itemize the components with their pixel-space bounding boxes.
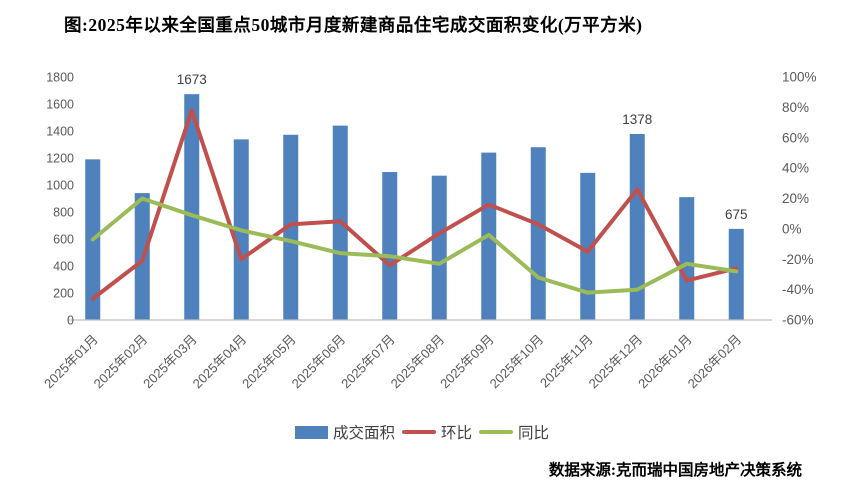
line-yoy: [90, 196, 739, 295]
right-axis-tick: 80%: [782, 100, 809, 115]
mom-series-swatch: [401, 430, 436, 434]
legend-label-area: 成交面积: [332, 425, 395, 442]
y-axis-tick: 800: [53, 206, 74, 220]
right-axis-tick: -40%: [782, 282, 814, 297]
y-axis-tick: 1200: [46, 152, 74, 166]
legend-item-yoy: 同比: [479, 421, 549, 443]
y-axis-tick: 1400: [46, 125, 74, 139]
bar-2025年03月: [184, 94, 200, 321]
bar-2025年08月: [431, 175, 447, 320]
line-mom: [90, 108, 739, 301]
right-axis-tick: 0%: [782, 221, 802, 236]
legend-item-mom: 环比: [401, 421, 472, 443]
legend-item-area: 成交面积: [294, 421, 395, 443]
area-series-swatch: [294, 425, 328, 439]
y-axis-tick: 1800: [46, 71, 74, 85]
right-axis-tick: 100%: [782, 70, 817, 85]
combo-chart: 1673 1378 675 1800 1600 1400 1200 1000 800 600 400…: [41, 70, 817, 392]
y-axis-tick: 0: [67, 314, 74, 328]
bar-2025年10月: [530, 147, 546, 320]
bar-2026年01月: [679, 197, 695, 320]
y-axis-tick: 400: [53, 260, 74, 274]
bar-2025年07月: [382, 172, 398, 320]
y-axis-tick: 600: [53, 233, 74, 247]
legend-label-yoy: 同比: [518, 425, 550, 442]
chart-title: 图:2025年以来全国重点50城市月度新建商品住宅成交面积变化(万平方米): [64, 15, 643, 35]
bar-value-label: 675: [725, 207, 748, 222]
x-axis-label: 2026年02月: [685, 332, 745, 392]
y-axis-tick: 200: [53, 287, 74, 301]
right-axis-tick: -60%: [782, 313, 814, 328]
right-axis-tick: 20%: [782, 191, 809, 206]
y-axis-tick: 1000: [46, 179, 74, 193]
legend-label-mom: 环比: [440, 425, 472, 442]
yoy-series-swatch: [479, 430, 513, 434]
bar-value-label: 1378: [622, 112, 652, 127]
bar-2025年05月: [283, 134, 299, 320]
data-source: 数据来源:克而瑞中国房地产决策系统: [548, 462, 802, 479]
right-axis-tick: 60%: [782, 130, 809, 145]
right-axis-tick: 40%: [782, 161, 809, 176]
bar-value-label: 1673: [177, 72, 207, 87]
y-axis-tick: 1600: [46, 98, 74, 112]
bar-2025年11月: [580, 172, 596, 320]
bar-2025年12月: [629, 133, 645, 320]
legend: 成交面积 环比 同比: [0, 421, 844, 443]
right-axis-tick: -20%: [782, 252, 814, 267]
x-axis-label: 2025年10月: [487, 332, 547, 392]
bar-2026年02月: [728, 228, 744, 320]
